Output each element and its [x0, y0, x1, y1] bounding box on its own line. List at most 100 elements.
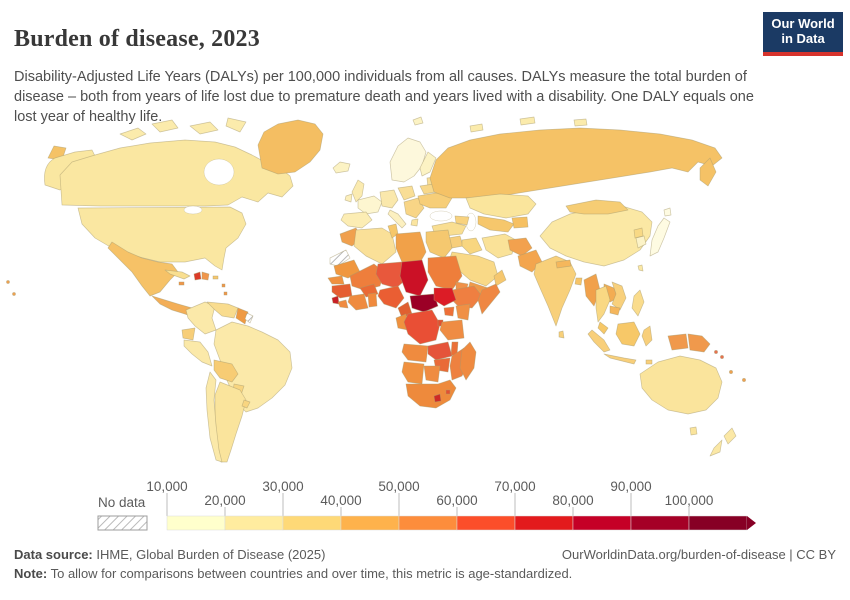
country-italy[interactable] [387, 209, 407, 229]
country-philippines[interactable] [631, 289, 645, 317]
legend-bin-4[interactable] [340, 515, 400, 531]
country-bangladesh[interactable] [574, 277, 583, 286]
country-caucasus[interactable] [454, 215, 470, 226]
country-usa[interactable] [77, 206, 247, 271]
country-lesser-antilles[interactable] [221, 283, 228, 296]
country-iran[interactable] [481, 233, 517, 259]
country-mongolia[interactable] [565, 199, 629, 215]
country-kyrgyz-tajik[interactable] [511, 216, 529, 229]
country-madagascar[interactable] [459, 341, 477, 381]
country-lesotho[interactable] [433, 393, 442, 403]
country-greece[interactable] [410, 218, 419, 227]
country-uruguay[interactable] [241, 399, 251, 409]
legend-bin-7[interactable] [514, 515, 574, 531]
country-svalbard[interactable] [412, 116, 424, 126]
country-west-papua[interactable] [667, 333, 689, 351]
country-nepal[interactable] [555, 259, 572, 269]
country-scandinavia[interactable] [389, 137, 427, 183]
country-western-sahara[interactable] [329, 249, 351, 267]
country-new-zealand-south[interactable] [709, 439, 723, 457]
country-japan[interactable] [649, 217, 671, 257]
country-balkans[interactable] [403, 197, 425, 219]
country-sri-lanka[interactable] [558, 330, 565, 339]
pacific-islands-west[interactable] [6, 280, 10, 284]
country-senegal[interactable] [327, 275, 345, 285]
country-guyana-suriname[interactable] [235, 307, 249, 325]
country-borneo[interactable] [615, 321, 641, 347]
credit-link[interactable]: OurWorldinData.org/burden-of-disease | C… [561, 547, 836, 562]
country-vanuatu[interactable] [729, 370, 733, 374]
country-peru[interactable] [183, 339, 213, 367]
country-angola[interactable] [401, 343, 429, 363]
country-egypt[interactable] [425, 229, 453, 259]
country-zambia[interactable] [427, 341, 453, 361]
country-tanzania[interactable] [439, 319, 465, 341]
legend-bin-2[interactable] [224, 515, 284, 531]
country-liberia[interactable] [337, 299, 349, 309]
country-central-african-republic[interactable] [409, 293, 439, 313]
country-kenya[interactable] [455, 303, 471, 321]
country-bolivia[interactable] [213, 359, 239, 383]
country-malaysia[interactable] [597, 321, 609, 335]
no-data-swatch[interactable] [97, 515, 148, 531]
country-tasmania[interactable] [689, 426, 698, 436]
country-french-guiana[interactable] [244, 312, 254, 324]
legend-bin-6[interactable] [456, 515, 516, 531]
country-eswatini[interactable] [445, 389, 451, 395]
country-algeria[interactable] [353, 227, 397, 265]
country-puerto-rico[interactable] [212, 275, 219, 280]
legend-bin-1[interactable] [166, 515, 226, 531]
country-mali[interactable] [349, 263, 385, 291]
pacific-islands-west2[interactable] [12, 292, 16, 296]
country-finland[interactable] [419, 151, 437, 177]
legend-bin-8[interactable] [572, 515, 632, 531]
country-iceland[interactable] [332, 161, 351, 174]
country-greenland[interactable] [257, 119, 324, 175]
country-south-sudan[interactable] [433, 287, 457, 307]
country-ireland[interactable] [344, 193, 353, 203]
country-guinea[interactable] [331, 283, 353, 299]
country-chile[interactable] [205, 371, 223, 463]
country-canada[interactable] [59, 139, 294, 207]
country-thailand[interactable] [595, 285, 611, 323]
country-indonesia-sulawesi[interactable] [641, 325, 653, 347]
country-somalia[interactable] [477, 283, 501, 315]
country-papua-new-guinea[interactable] [687, 333, 711, 353]
owid-logo[interactable]: Our World in Data [763, 12, 843, 52]
country-russia-kamchatka[interactable] [699, 157, 717, 187]
country-ivory-ghana[interactable] [347, 293, 369, 311]
country-south-africa[interactable] [405, 379, 457, 409]
country-japan-hokkaido[interactable] [663, 207, 672, 217]
country-russia-arctic[interactable] [469, 116, 588, 133]
country-india[interactable] [533, 255, 577, 327]
country-drc[interactable] [403, 309, 441, 345]
country-oman[interactable] [493, 269, 507, 287]
legend-bin-3[interactable] [282, 515, 342, 531]
country-kazakhstan[interactable] [465, 193, 537, 219]
legend-bin-5[interactable] [398, 515, 458, 531]
legend-bin-10[interactable] [688, 515, 748, 531]
country-arctic-islands[interactable] [119, 117, 247, 141]
country-jamaica[interactable] [178, 281, 185, 286]
country-ecuador[interactable] [181, 327, 196, 341]
country-taiwan[interactable] [637, 264, 644, 272]
country-vietnam[interactable] [611, 281, 627, 311]
country-iraq[interactable] [461, 237, 483, 255]
legend-bin-9[interactable] [630, 515, 690, 531]
country-cuba[interactable] [164, 269, 191, 280]
country-south-korea[interactable] [635, 235, 647, 249]
country-solomon-1[interactable] [714, 350, 718, 354]
country-poland[interactable] [397, 185, 416, 201]
country-nigeria[interactable] [377, 285, 405, 309]
country-indonesia-sumatra[interactable] [587, 329, 611, 353]
country-togo-benin[interactable] [367, 292, 378, 308]
country-botswana[interactable] [423, 365, 441, 383]
country-uganda[interactable] [443, 306, 455, 317]
country-timor[interactable] [645, 359, 653, 365]
country-russia[interactable] [429, 127, 723, 199]
country-afghanistan[interactable] [507, 237, 533, 257]
country-australia[interactable] [639, 355, 723, 415]
country-venezuela[interactable] [206, 301, 239, 319]
country-dominican-republic[interactable] [201, 271, 210, 281]
country-uk[interactable] [351, 179, 365, 203]
